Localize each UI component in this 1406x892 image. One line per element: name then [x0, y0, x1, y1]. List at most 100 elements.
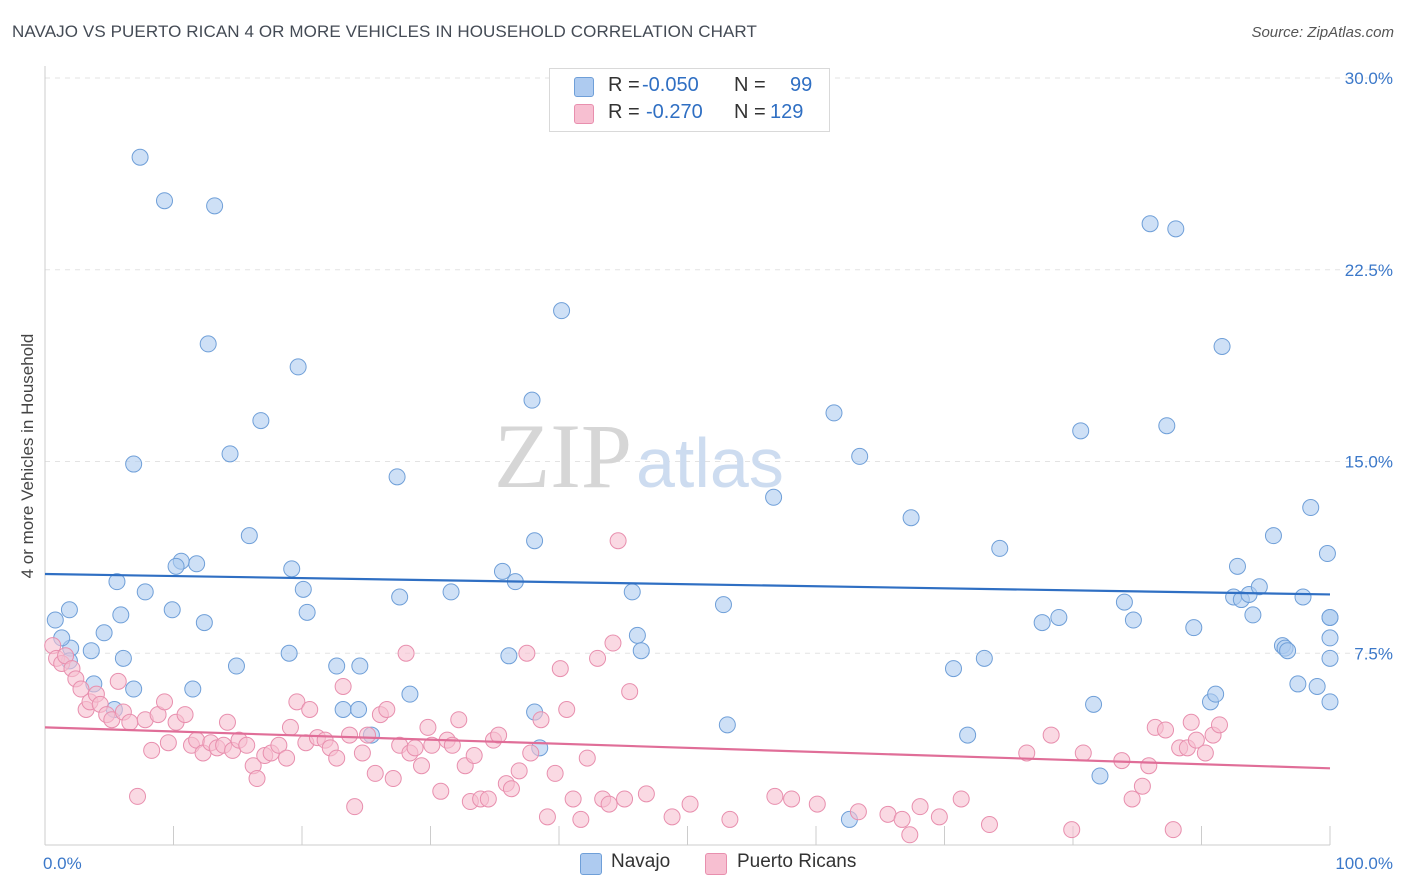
- puerto-ricans-point: [721, 810, 739, 828]
- navajo-point: [188, 555, 206, 573]
- puerto-ricans-point: [1196, 744, 1214, 762]
- puerto-ricans-point: [176, 706, 194, 724]
- puerto-ricans-point: [510, 762, 528, 780]
- navajo-point: [125, 455, 143, 473]
- puerto-ricans-point: [121, 713, 139, 731]
- navajo-point: [553, 302, 571, 320]
- puerto-ricans-point: [558, 700, 576, 718]
- navajo-point: [623, 583, 641, 601]
- navajo-point: [108, 573, 126, 591]
- y-tick-label: 30.0%: [1345, 69, 1393, 88]
- navajo-point: [280, 644, 298, 662]
- navajo-point: [221, 445, 239, 463]
- puerto-ricans-point: [879, 805, 897, 823]
- navajo-point: [1091, 767, 1109, 785]
- puerto-ricans-point: [129, 787, 147, 805]
- navajo-point: [184, 680, 202, 698]
- navajo-point: [902, 509, 920, 527]
- source-label: Source: ZipAtlas.com: [1251, 24, 1394, 41]
- axes: [44, 66, 1331, 846]
- navajo-point: [1072, 422, 1090, 440]
- navajo-point: [526, 532, 544, 550]
- navajo-point: [1294, 588, 1312, 606]
- puerto-ricans-trend-line: [44, 726, 1331, 770]
- puerto-ricans-point: [589, 649, 607, 667]
- navajo-point: [298, 603, 316, 621]
- navajo-point: [388, 468, 406, 486]
- navajo-point: [1115, 593, 1133, 611]
- puerto-ricans-point: [334, 677, 352, 695]
- navajo-point: [1321, 608, 1339, 626]
- puerto-ricans-point: [502, 780, 520, 798]
- navajo-point: [718, 716, 736, 734]
- navajo-point: [493, 562, 511, 580]
- y-tick-label: 22.5%: [1345, 261, 1393, 280]
- puerto-ricans-point: [159, 734, 177, 752]
- navajo-point: [959, 726, 977, 744]
- puerto-ricans-point: [518, 644, 536, 662]
- puerto-ricans-point: [1063, 821, 1081, 839]
- navajo-point: [60, 601, 78, 619]
- puerto-ricans-point: [366, 764, 384, 782]
- puerto-ricans-point: [893, 810, 911, 828]
- n-value: 129: [770, 101, 804, 123]
- n-label: N =: [734, 101, 766, 123]
- puerto-ricans-point: [378, 700, 396, 718]
- n-label: N =: [734, 74, 766, 96]
- puerto-ricans-point: [952, 790, 970, 808]
- navajo-point: [523, 391, 541, 409]
- r-value: -0.050: [642, 74, 699, 96]
- navajo-point: [95, 624, 113, 642]
- puerto-ricans-point: [600, 795, 618, 813]
- puerto-ricans-point: [328, 749, 346, 767]
- puerto-ricans-point: [301, 700, 319, 718]
- navajo-point: [1124, 611, 1142, 629]
- navajo-point: [1085, 695, 1103, 713]
- puerto-ricans-point: [681, 795, 699, 813]
- puerto-ricans-point: [849, 803, 867, 821]
- navajo-point: [851, 447, 869, 465]
- navajo-point: [632, 642, 650, 660]
- navajo-point: [351, 657, 369, 675]
- x-tick-label: 100.0%: [1335, 854, 1393, 873]
- puerto-ricans-point: [930, 808, 948, 826]
- navajo-point: [1050, 608, 1068, 626]
- navajo-point: [714, 596, 732, 614]
- puerto-ricans-point: [156, 693, 174, 711]
- puerto-ricans-point: [1042, 726, 1060, 744]
- puerto-ricans-point: [419, 718, 437, 736]
- navajo-point: [1141, 215, 1159, 233]
- puerto-ricans-legend-label: Puerto Ricans: [737, 851, 857, 872]
- puerto-ricans-point: [783, 790, 801, 808]
- puerto-ricans-point: [572, 810, 590, 828]
- puerto-ricans-point: [479, 790, 497, 808]
- navajo-point: [1228, 557, 1246, 575]
- puerto-ricans-point: [901, 826, 919, 844]
- puerto-ricans-point: [406, 739, 424, 757]
- puerto-ricans-point: [465, 747, 483, 765]
- puerto-ricans-point: [341, 726, 359, 744]
- puerto-ricans-legend-swatch: [705, 853, 727, 875]
- navajo-point: [1158, 417, 1176, 435]
- navajo-point: [350, 700, 368, 718]
- puerto-ricans-point: [564, 790, 582, 808]
- chart-title: NAVAJO VS PUERTO RICAN 4 OR MORE VEHICLE…: [12, 22, 757, 41]
- puerto-ricans-point: [288, 693, 306, 711]
- puerto-ricans-point: [490, 726, 508, 744]
- puerto-ricans-point: [1187, 731, 1205, 749]
- y-tick-label: 15.0%: [1345, 453, 1393, 472]
- puerto-ricans-point: [359, 726, 377, 744]
- navajo-point: [1302, 499, 1320, 517]
- puerto-ricans-point: [1018, 744, 1036, 762]
- navajo-point: [628, 626, 646, 644]
- puerto-ricans-point: [109, 672, 127, 690]
- puerto-ricans-point: [1210, 716, 1228, 734]
- puerto-ricans-swatch: [574, 104, 594, 124]
- gridlines: [45, 77, 1392, 654]
- navajo-point: [1250, 578, 1268, 596]
- navajo-point: [1308, 677, 1326, 695]
- puerto-ricans-point: [808, 795, 826, 813]
- puerto-ricans-point: [423, 736, 441, 754]
- navajo-point: [765, 488, 783, 506]
